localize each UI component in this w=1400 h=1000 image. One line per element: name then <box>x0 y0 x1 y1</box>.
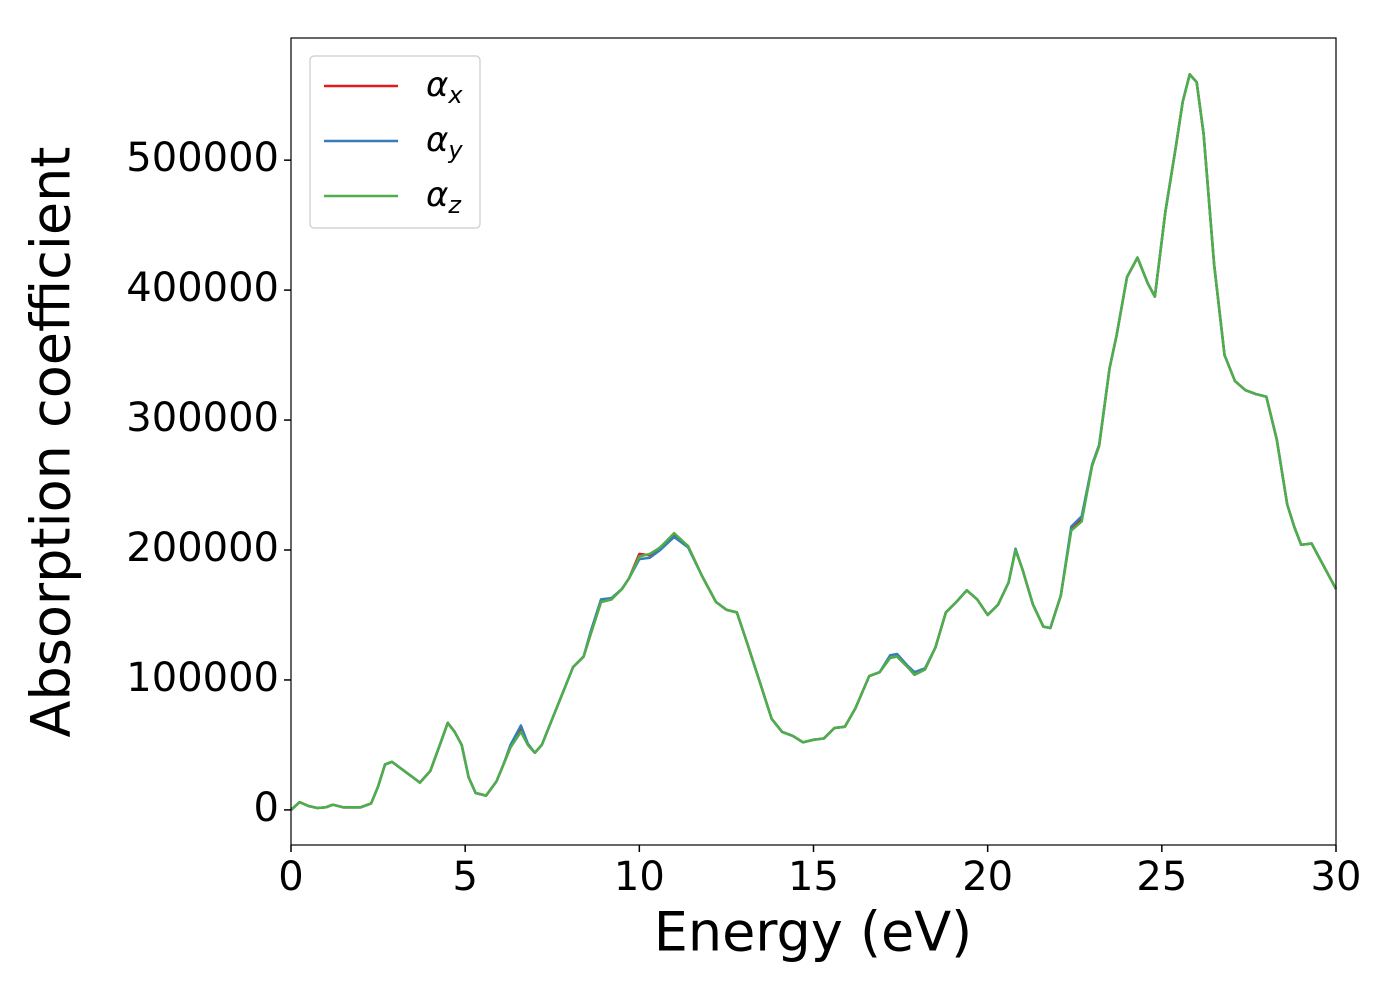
legend-label: αx <box>426 65 463 110</box>
x-tick-label: 5 <box>452 854 477 900</box>
y-axis-label: Absorption coefficient <box>20 147 83 738</box>
legend-label: αz <box>426 175 462 220</box>
legend-label: αy <box>426 120 463 165</box>
y-tick-label: 300000 <box>126 395 279 441</box>
y-tick-label: 400000 <box>126 265 279 311</box>
y-tick-label: 500000 <box>126 135 279 181</box>
x-tick-label: 30 <box>1311 854 1362 900</box>
y-tick-label: 0 <box>254 785 279 831</box>
y-tick-label: 100000 <box>126 655 279 701</box>
x-tick-label: 15 <box>788 854 839 900</box>
x-tick-label: 10 <box>614 854 665 900</box>
x-tick-label: 20 <box>962 854 1013 900</box>
plot-frame <box>290 37 1337 846</box>
series-line <box>290 73 1338 811</box>
x-axis-label: Energy (eV) <box>654 901 973 964</box>
y-tick-label: 200000 <box>126 525 279 571</box>
x-tick-label: 0 <box>278 854 303 900</box>
x-tick-label: 25 <box>1136 854 1187 900</box>
